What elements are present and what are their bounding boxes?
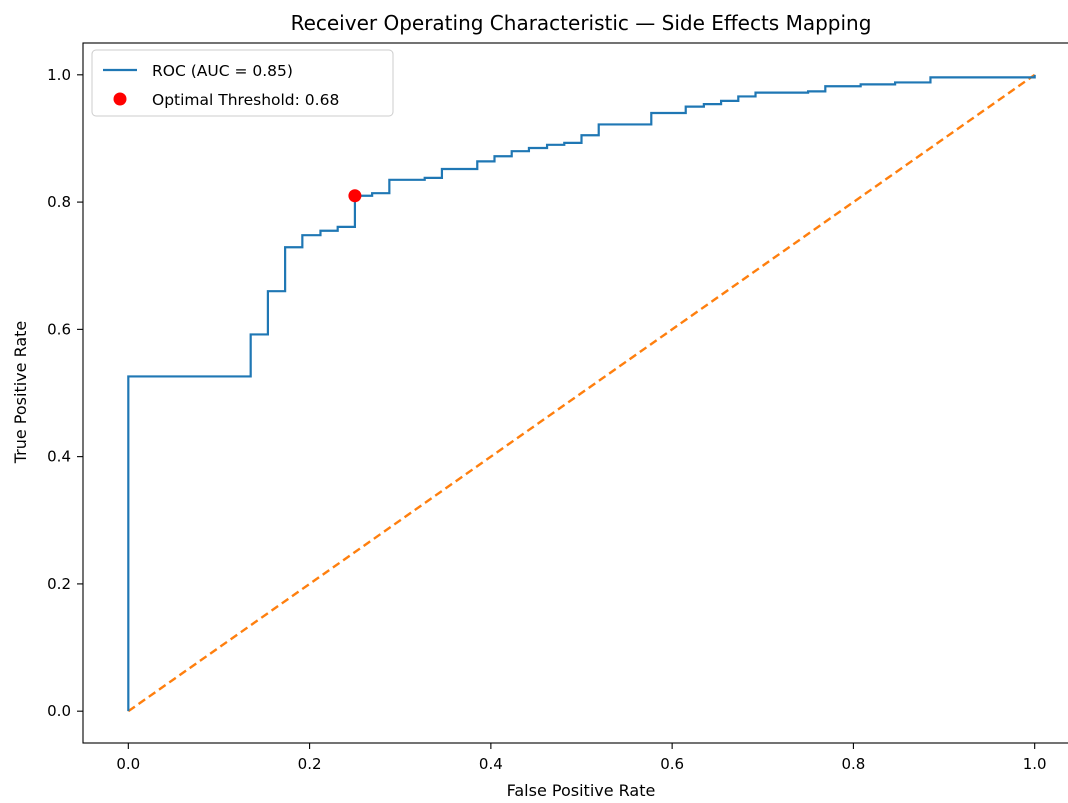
x-tick-label: 0.4 — [479, 755, 503, 773]
y-axis-ticks: 0.0 0.2 0.4 0.6 0.8 1.0 — [47, 66, 83, 720]
x-tick-label: 1.0 — [1023, 755, 1047, 773]
series-layer — [127, 73, 1036, 713]
y-tick-label: 0.8 — [47, 193, 71, 211]
plot-background — [83, 43, 1068, 743]
legend-roc-label: ROC (AUC = 0.85) — [152, 62, 293, 80]
y-tick-label: 1.0 — [47, 66, 71, 84]
x-tick-label: 0.8 — [841, 755, 865, 773]
x-axis-ticks: 0.0 0.2 0.4 0.6 0.8 1.0 — [116, 743, 1047, 773]
legend-threshold-label: Optimal Threshold: 0.68 — [152, 91, 339, 109]
legend-threshold-swatch — [113, 92, 127, 106]
x-axis-label: False Positive Rate — [507, 781, 656, 800]
x-tick-label: 0.0 — [116, 755, 140, 773]
legend: ROC (AUC = 0.85) Optimal Threshold: 0.68 — [91, 49, 394, 117]
marker-layer — [348, 189, 362, 203]
x-tick-label: 0.6 — [660, 755, 684, 773]
chance-diagonal-line — [127, 73, 1036, 713]
plot-frame — [82, 42, 1068, 744]
roc-curve-line — [127, 74, 1036, 712]
y-axis-label: True Positive Rate — [11, 321, 30, 465]
legend-box — [91, 49, 394, 117]
y-tick-label: 0.2 — [47, 575, 71, 593]
y-tick-label: 0.4 — [47, 448, 71, 466]
chart-title: Receiver Operating Characteristic — Side… — [291, 11, 872, 35]
x-tick-label: 0.2 — [298, 755, 322, 773]
y-tick-label: 0.0 — [47, 702, 71, 720]
y-tick-label: 0.6 — [47, 320, 71, 338]
plot-area — [82, 42, 1068, 744]
optimal-threshold-point — [348, 189, 362, 203]
